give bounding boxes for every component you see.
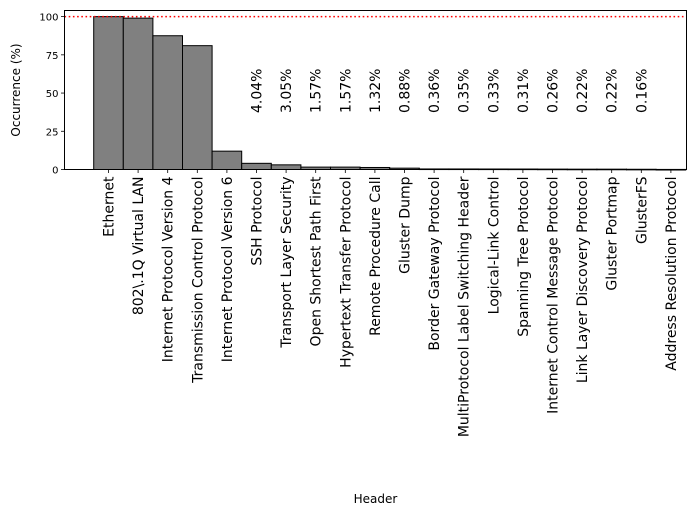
bar-data-label: 0.26% — [546, 69, 562, 113]
bar-data-label: 0.33% — [486, 69, 502, 113]
x-tick-label: Border Gateway Protocol — [427, 177, 443, 351]
bar-data-label: 1.32% — [368, 69, 384, 113]
bar — [241, 162, 272, 171]
x-tick-label: SSH Protocol — [250, 177, 266, 266]
bar — [152, 35, 183, 171]
x-tick-label: Logical-Link Control — [486, 177, 502, 315]
y-tick-label: 50 — [46, 89, 59, 100]
x-tick-label: Open Shortest Path First — [309, 176, 325, 346]
x-tick-label: Internet Protocol Version 4 — [161, 176, 177, 362]
bar-data-label: 0.36% — [427, 69, 443, 113]
x-tick-label: Gluster Dump — [398, 176, 414, 274]
bar — [122, 17, 154, 170]
bar-data-label: 1.57% — [338, 69, 354, 113]
x-tick-label: Spanning Tree Protocol — [516, 177, 532, 337]
y-tick-label: 25 — [46, 127, 59, 138]
bar-data-label: 0.16% — [634, 69, 650, 113]
plot-frame — [64, 10, 687, 170]
x-axis-label: Header — [354, 492, 398, 506]
bar-data-label: 0.22% — [605, 69, 621, 113]
bar — [93, 16, 124, 171]
y-ticks-group: 0 25 50 75 100 — [39, 13, 65, 177]
x-tick-label: Address Resolution Protocol — [664, 177, 680, 371]
x-tick-label: Transmission Control Protocol — [190, 177, 206, 384]
bar-data-label: 0.31% — [516, 69, 532, 113]
x-tick-label: Ethernet — [102, 176, 118, 237]
x-tick-label: Internet Control Message Protocol — [546, 177, 562, 414]
x-tick-label: Remote Procedure Call — [368, 177, 384, 336]
x-tick-label: Transport Layer Security — [279, 177, 295, 349]
y-tick-label: 75 — [46, 51, 59, 62]
x-tick-label: MultiProtocol Label Switching Header — [457, 176, 473, 437]
x-tick-label: Gluster Portmap — [605, 176, 621, 290]
x-tick-label: GlusterFS — [634, 176, 650, 244]
bar-data-label: 0.35% — [457, 69, 473, 113]
bar-data-label: 3.05% — [279, 69, 295, 113]
x-tick-label: Hypertext Transfer Protocol — [338, 177, 354, 368]
bar-data-label: 1.57% — [309, 69, 325, 113]
x-ticks-group: Ethernet 802\.1Q Virtual LAN Internet Prot… — [102, 169, 680, 437]
data-labels-group: 4.04% 3.05% 1.57% 1.57% 1.32% 0.88% 0.36% 0.35%… — [250, 69, 651, 113]
bar — [211, 150, 243, 170]
y-axis-label: Occurrence (%) — [9, 43, 23, 136]
bar — [182, 45, 213, 170]
x-tick-label: Link Layer Discovery Protocol — [575, 177, 591, 384]
y-tick-label: 0 — [52, 166, 58, 177]
x-tick-label: Internet Protocol Version 6 — [220, 176, 236, 362]
bars-group — [93, 16, 687, 171]
bar-data-label: 0.88% — [398, 69, 414, 113]
bar-data-label: 0.22% — [575, 69, 591, 113]
x-tick-label: 802\.1Q Virtual LAN — [131, 177, 147, 316]
y-tick-label: 100 — [39, 13, 58, 24]
bar — [270, 164, 302, 170]
bar-data-label: 4.04% — [250, 69, 266, 113]
